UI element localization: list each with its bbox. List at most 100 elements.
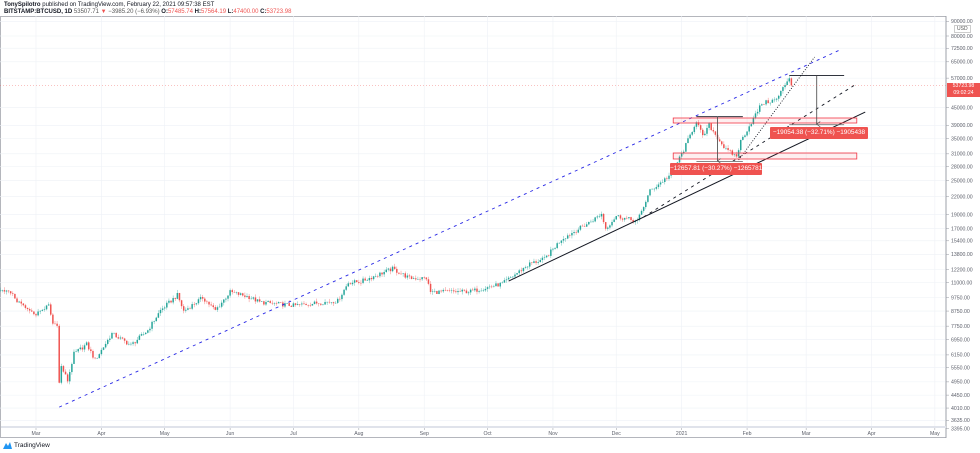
- price-tick-label: 28000.00: [951, 164, 973, 170]
- candle: [106, 338, 109, 346]
- candle-body: [704, 133, 706, 136]
- candle-body: [334, 302, 337, 304]
- candle-body: [119, 337, 122, 339]
- candle: [571, 230, 573, 239]
- candle: [562, 235, 565, 244]
- price-tick-label: 72500.00: [951, 46, 973, 52]
- candle-body: [151, 321, 153, 329]
- candle-body: [545, 255, 548, 258]
- plot-border: [0, 16, 947, 438]
- candle-body: [320, 303, 322, 305]
- candle-body: [187, 308, 189, 310]
- candle-body: [168, 300, 170, 303]
- candle-body: [258, 299, 261, 302]
- candle-body: [242, 293, 244, 296]
- candle-body: [180, 300, 183, 307]
- candle: [408, 273, 411, 280]
- candle: [172, 295, 174, 305]
- candle-body: [581, 225, 584, 227]
- candle-body: [155, 317, 158, 322]
- candle: [421, 277, 423, 281]
- candle: [501, 281, 504, 284]
- candle: [138, 333, 141, 341]
- candle-body: [752, 117, 755, 125]
- candle: [391, 265, 394, 273]
- candle-body: [14, 294, 16, 299]
- candle: [480, 288, 482, 292]
- candle-body: [408, 275, 411, 277]
- candle: [307, 304, 309, 308]
- price-tick-label: 19000.00: [951, 212, 973, 218]
- candle-body: [265, 302, 267, 305]
- tradingview-logo[interactable]: TradingView: [3, 442, 50, 449]
- time-tick-label: Mar: [802, 431, 811, 437]
- candle: [208, 301, 210, 308]
- candle-body: [132, 342, 134, 344]
- candle-body: [311, 304, 314, 306]
- candle: [370, 275, 373, 282]
- candle: [339, 296, 341, 302]
- candle: [472, 287, 474, 291]
- candle-body: [533, 261, 535, 263]
- candle-body: [223, 299, 225, 303]
- candle-body: [267, 301, 269, 303]
- measure-label-lower[interactable]: −12657.81 (−30.27%) −1265781: [670, 163, 762, 175]
- candle: [438, 289, 440, 295]
- candle-body: [651, 188, 653, 190]
- candle-body: [714, 131, 717, 135]
- candle: [193, 301, 195, 308]
- candle: [334, 301, 337, 304]
- candle-body: [507, 277, 510, 280]
- candle-body: [313, 301, 316, 305]
- candle: [415, 275, 417, 281]
- candle-body: [33, 311, 35, 315]
- time-tick-label: Feb: [743, 431, 752, 437]
- candle: [653, 187, 655, 192]
- candle: [60, 363, 63, 385]
- candle-body: [579, 225, 582, 230]
- candle: [579, 225, 582, 232]
- candle-body: [174, 298, 177, 299]
- candle: [541, 255, 544, 263]
- candle-body: [541, 257, 544, 261]
- price-tick-label: 35000.00: [951, 137, 973, 143]
- candle-body: [412, 278, 415, 279]
- candle: [552, 247, 554, 252]
- candle-body: [642, 207, 645, 211]
- time-axis[interactable]: Mar Apr May Jun Jul Aug Sep Oct Nov Dec 2021 Feb Mar…: [32, 428, 941, 437]
- candle: [159, 307, 162, 316]
- candle-body: [372, 276, 375, 280]
- candle-body: [75, 351, 77, 352]
- candle: [153, 320, 155, 325]
- candle-body: [349, 283, 352, 285]
- price-tick-label: 3635.00: [951, 418, 970, 424]
- measure-label-upper[interactable]: −19054.38 (−32.71%) −1905438: [770, 127, 868, 139]
- candle: [442, 288, 444, 293]
- candle: [149, 326, 151, 333]
- candle: [569, 233, 571, 238]
- candle: [358, 279, 360, 285]
- candle-body: [345, 286, 347, 290]
- candle: [463, 289, 466, 292]
- candle: [609, 224, 611, 230]
- price-axis[interactable]: 90000.00 80000.00 72500.00 65000.00 57000.00…: [946, 19, 973, 433]
- candle-body: [379, 272, 381, 277]
- candle: [113, 332, 115, 335]
- candle: [275, 301, 278, 306]
- candle: [261, 301, 263, 302]
- price-tick-label: 15400.00: [951, 239, 973, 245]
- candle: [398, 272, 400, 275]
- candle: [364, 276, 366, 281]
- price-tick-label: 3395.00: [951, 427, 970, 433]
- candle: [524, 265, 527, 269]
- candle: [632, 218, 634, 224]
- candle-body: [254, 297, 257, 302]
- candle-body: [465, 290, 468, 294]
- candle: [258, 296, 261, 303]
- drawings[interactable]: [0, 49, 946, 408]
- candle-body: [374, 276, 377, 277]
- candle-body: [62, 366, 65, 372]
- candle: [626, 215, 628, 220]
- candle-body: [322, 304, 324, 306]
